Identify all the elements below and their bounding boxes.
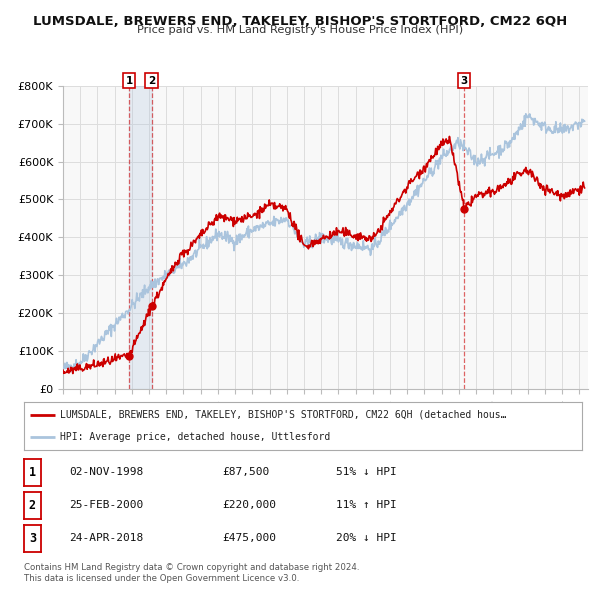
Bar: [129, 86, 152, 389]
Text: Price paid vs. HM Land Registry's House Price Index (HPI): Price paid vs. HM Land Registry's House …: [137, 25, 463, 35]
Text: £220,000: £220,000: [222, 500, 276, 510]
Text: LUMSDALE, BREWERS END, TAKELEY, BISHOP'S STORTFORD, CM22 6QH: LUMSDALE, BREWERS END, TAKELEY, BISHOP'S…: [33, 15, 567, 28]
Text: 20% ↓ HPI: 20% ↓ HPI: [336, 533, 397, 543]
Text: Contains HM Land Registry data © Crown copyright and database right 2024.: Contains HM Land Registry data © Crown c…: [24, 563, 359, 572]
Text: 3: 3: [29, 532, 36, 545]
Text: LUMSDALE, BREWERS END, TAKELEY, BISHOP'S STORTFORD, CM22 6QH (detached hous…: LUMSDALE, BREWERS END, TAKELEY, BISHOP'S…: [60, 409, 507, 419]
Text: This data is licensed under the Open Government Licence v3.0.: This data is licensed under the Open Gov…: [24, 574, 299, 583]
Text: HPI: Average price, detached house, Uttlesford: HPI: Average price, detached house, Uttl…: [60, 432, 331, 442]
Text: 1: 1: [29, 466, 36, 479]
Text: 2: 2: [29, 499, 36, 512]
Text: 2: 2: [148, 76, 155, 86]
Text: 51% ↓ HPI: 51% ↓ HPI: [336, 467, 397, 477]
Text: 02-NOV-1998: 02-NOV-1998: [69, 467, 143, 477]
Text: 25-FEB-2000: 25-FEB-2000: [69, 500, 143, 510]
Text: 24-APR-2018: 24-APR-2018: [69, 533, 143, 543]
Text: £87,500: £87,500: [222, 467, 269, 477]
Text: 3: 3: [461, 76, 468, 86]
Text: 1: 1: [125, 76, 133, 86]
Text: 11% ↑ HPI: 11% ↑ HPI: [336, 500, 397, 510]
Text: £475,000: £475,000: [222, 533, 276, 543]
